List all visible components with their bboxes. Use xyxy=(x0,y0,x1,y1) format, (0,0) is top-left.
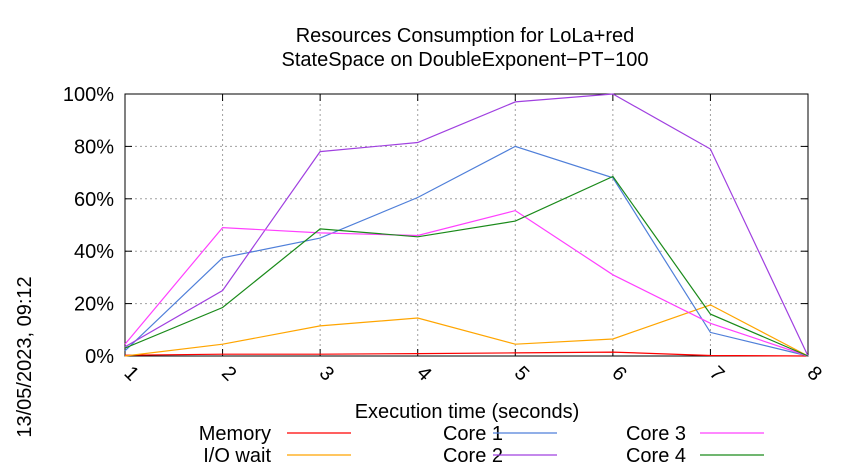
x-tick-label: 2 xyxy=(217,362,240,385)
x-axis-label: Execution time (seconds) xyxy=(355,401,580,423)
axis-ticks: 0% 20% 40% 60% 80% 100% 1 2 3 4 5 6 7 8 xyxy=(63,84,826,385)
legend-label-core-1: Core 1 xyxy=(443,423,503,445)
timestamp: 13/05/2023, 09:12 xyxy=(14,276,36,437)
y-tick-label: 100% xyxy=(63,84,114,106)
y-tick-label: 80% xyxy=(74,136,114,158)
chart-title-line-2: StateSpace on DoubleExponent−PT−100 xyxy=(282,49,649,71)
legend-label-core-2: Core 2 xyxy=(443,445,503,467)
x-tick-label: 6 xyxy=(607,362,630,385)
plot-frame xyxy=(124,93,809,357)
legend-label-core-3: Core 3 xyxy=(626,423,686,445)
y-tick-label: 40% xyxy=(74,241,114,263)
series-lines xyxy=(124,93,809,357)
legend-label-core-4: Core 4 xyxy=(626,445,686,467)
gridlines xyxy=(125,94,808,356)
x-tick-label: 7 xyxy=(705,362,728,385)
series-line-core-4 xyxy=(124,175,809,357)
x-tick-label: 5 xyxy=(510,362,533,385)
series-line-memory xyxy=(124,351,809,357)
series-line-core-3 xyxy=(124,209,809,357)
chart-title-line-1: Resources Consumption for LoLa+red xyxy=(296,25,635,47)
series-line-i-o-wait xyxy=(124,304,809,357)
y-tick-label: 0% xyxy=(85,346,114,368)
x-tick-label: 4 xyxy=(412,362,435,385)
legend-label-i-o-wait: I/O wait xyxy=(203,445,271,467)
y-tick-label: 20% xyxy=(74,294,114,316)
y-tick-label: 60% xyxy=(74,189,114,211)
series-line-core-1 xyxy=(124,145,809,357)
x-tick-label: 8 xyxy=(803,362,826,385)
series-line-core-2 xyxy=(124,93,809,357)
x-tick-label: 1 xyxy=(120,362,143,385)
legend-label-memory: Memory xyxy=(199,423,271,445)
x-tick-label: 3 xyxy=(315,362,338,385)
